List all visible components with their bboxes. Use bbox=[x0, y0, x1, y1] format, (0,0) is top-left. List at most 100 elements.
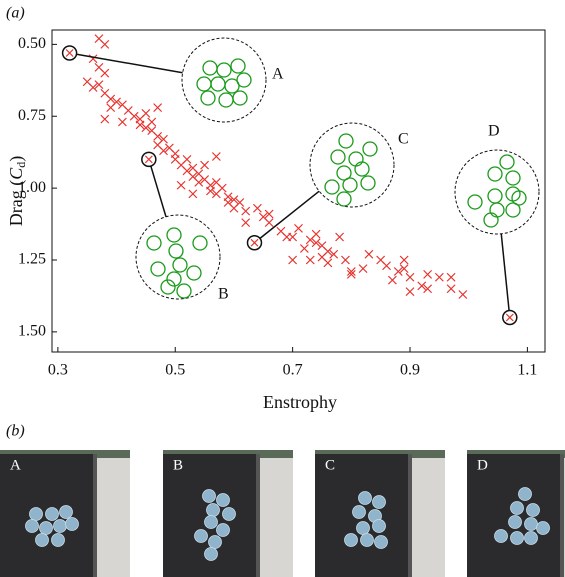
photo-cylinder bbox=[51, 533, 65, 547]
photo-label: C bbox=[325, 457, 335, 473]
photo-cylinder bbox=[216, 493, 230, 507]
plot-frame bbox=[51, 29, 546, 353]
scatter-point bbox=[141, 108, 151, 118]
highlight-cross bbox=[144, 155, 153, 164]
scatter-point bbox=[288, 232, 298, 242]
scatter-point bbox=[417, 281, 427, 291]
plate-edge bbox=[93, 454, 97, 577]
scatter-point bbox=[188, 189, 198, 199]
y-tick-label: 1.00 bbox=[18, 179, 46, 196]
scatter-point bbox=[200, 160, 210, 170]
photo-cylinder bbox=[53, 519, 67, 533]
inset-cylinder bbox=[505, 202, 521, 218]
scatter-point bbox=[153, 131, 163, 141]
leader-line bbox=[76, 53, 183, 74]
photo-cylinder bbox=[518, 487, 532, 501]
scatter-point bbox=[118, 117, 127, 127]
scatter-point bbox=[229, 195, 239, 205]
photo-cylinder bbox=[59, 505, 73, 519]
photo: B bbox=[163, 450, 293, 577]
label-part: d bbox=[14, 162, 28, 168]
scatter-point bbox=[423, 284, 433, 294]
scatter-point bbox=[346, 267, 356, 276]
photo-cylinder bbox=[206, 503, 220, 517]
photo-cylinder bbox=[344, 533, 358, 547]
inset-cylinder bbox=[505, 170, 521, 186]
inset-cylinder bbox=[362, 141, 378, 157]
scatter-point bbox=[153, 103, 163, 113]
x-tick-label: 0.7 bbox=[283, 362, 303, 379]
inset-cylinder bbox=[511, 190, 527, 206]
scatter-point bbox=[323, 258, 333, 268]
photo-cylinder bbox=[204, 515, 218, 529]
inset-cylinder bbox=[483, 212, 499, 228]
inset-cylinder bbox=[168, 243, 184, 259]
inset-cylinder bbox=[324, 179, 340, 195]
inset-cylinder bbox=[172, 257, 188, 273]
label-part: C bbox=[6, 167, 26, 180]
inset-cylinder bbox=[236, 72, 252, 88]
x-tick-label: 0.5 bbox=[165, 362, 185, 379]
scatter-point bbox=[100, 68, 110, 78]
x-tick-label: 1.1 bbox=[517, 362, 537, 379]
inset-label: A bbox=[272, 66, 284, 83]
inset-cylinder bbox=[186, 265, 202, 281]
inset-cylinder bbox=[499, 154, 515, 170]
photo-label: B bbox=[173, 457, 183, 473]
inset-cylinder bbox=[467, 194, 483, 210]
highlight-cross bbox=[250, 238, 259, 247]
photo-cylinder bbox=[29, 507, 43, 521]
label-part: Drag ( bbox=[6, 180, 27, 226]
inset-cylinder bbox=[338, 133, 354, 149]
scatter-point bbox=[135, 120, 145, 130]
scatter-point bbox=[399, 264, 409, 274]
scatter-point bbox=[217, 183, 227, 193]
y-tick-label: 1.25 bbox=[18, 251, 46, 268]
photo-cylinder bbox=[508, 515, 522, 529]
scatter-point bbox=[147, 117, 157, 127]
inset-cylinder bbox=[232, 90, 248, 106]
scatter-point bbox=[182, 154, 192, 164]
photo: A bbox=[0, 450, 130, 577]
photo-cylinder bbox=[216, 523, 230, 537]
plate-edge bbox=[408, 454, 412, 577]
inset-cylinder bbox=[224, 78, 240, 94]
inset-label: C bbox=[398, 131, 409, 148]
scatter-point bbox=[405, 272, 415, 282]
x-tick-label: 0.3 bbox=[48, 362, 68, 379]
scatter-point bbox=[159, 134, 168, 144]
scatter-point bbox=[311, 238, 321, 248]
inset-label: D bbox=[488, 123, 500, 140]
scatter-point bbox=[305, 255, 315, 265]
x-tick-label: 0.9 bbox=[400, 362, 420, 379]
photo-cylinder bbox=[65, 517, 79, 531]
photo-label: A bbox=[10, 457, 21, 473]
leader-line bbox=[150, 165, 167, 217]
photo-cylinder bbox=[526, 503, 540, 517]
scatter-point bbox=[288, 255, 298, 265]
scatter-point bbox=[264, 218, 274, 228]
photo-cylinder bbox=[536, 521, 550, 535]
scatter-point bbox=[211, 152, 221, 161]
highlight-point bbox=[141, 151, 157, 168]
scatter-point bbox=[358, 264, 368, 274]
scatter-point bbox=[100, 39, 110, 49]
photo-cylinder bbox=[194, 529, 208, 543]
inset-cylinder bbox=[230, 58, 246, 74]
scatter-point bbox=[311, 229, 321, 239]
scatter-point bbox=[176, 180, 186, 190]
scatter-point bbox=[387, 275, 397, 285]
scatter-point bbox=[206, 186, 215, 196]
y-tick-label: 1.50 bbox=[18, 323, 46, 340]
inset-cylinder bbox=[487, 166, 503, 182]
photo-cylinder bbox=[35, 533, 49, 547]
scatter-point bbox=[129, 111, 139, 121]
inset-cylinder bbox=[160, 279, 176, 295]
inset-cylinder bbox=[200, 90, 216, 106]
scatter-point bbox=[106, 103, 116, 113]
scatter-point bbox=[423, 269, 433, 279]
photo-cylinder bbox=[372, 519, 386, 533]
scatter-point bbox=[364, 249, 374, 259]
inset-cylinder bbox=[176, 283, 192, 299]
photo-cylinder bbox=[39, 521, 53, 535]
